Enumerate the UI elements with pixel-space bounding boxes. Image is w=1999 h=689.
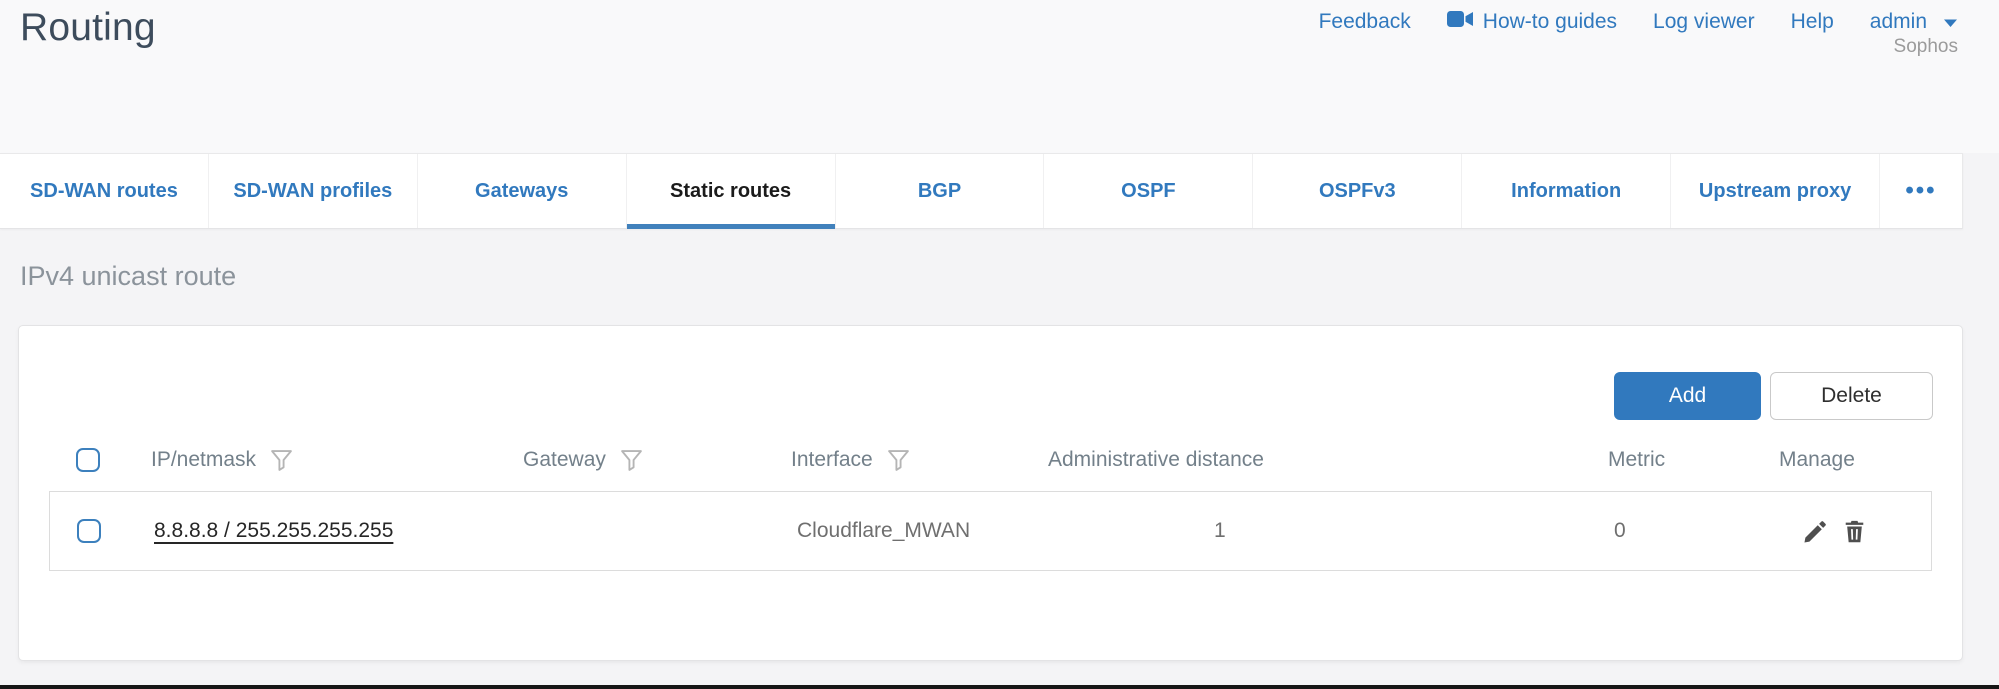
- interface-filter-icon[interactable]: [887, 449, 910, 472]
- user-menu-label: admin: [1869, 10, 1927, 33]
- feedback-link-label: Feedback: [1318, 10, 1411, 33]
- interface-header-label: Interface: [791, 448, 873, 471]
- section-title: IPv4 unicast route: [20, 261, 237, 291]
- row-manage-cell: [1802, 492, 1868, 570]
- column-header-admin-distance: Administrative distance: [1048, 436, 1264, 484]
- help-label: Help: [1790, 10, 1834, 33]
- tab-ospfv3[interactable]: OSPFv3: [1253, 154, 1463, 228]
- tab-static-routes[interactable]: Static routes: [626, 154, 836, 229]
- chevron-down-icon: [1943, 10, 1958, 34]
- bottom-edge-strip: [0, 685, 1999, 689]
- top-header-band: [0, 0, 1999, 153]
- trash-icon[interactable]: [1841, 518, 1868, 545]
- row-ip-netmask-cell: 8.8.8.8 / 255.255.255.255: [154, 492, 393, 570]
- tab-sdwan-routes[interactable]: SD-WAN routes: [0, 154, 209, 228]
- row-admin-distance-cell: 1: [1214, 492, 1226, 570]
- interface-value: Cloudflare_MWAN: [797, 519, 971, 542]
- tabs-more-button[interactable]: •••: [1905, 177, 1937, 204]
- page-title: Routing: [20, 6, 156, 49]
- row-metric-cell: 0: [1614, 492, 1626, 570]
- metric-header-label: Metric: [1608, 448, 1666, 471]
- brand-label: Sophos: [1893, 36, 1958, 57]
- column-header-metric: Metric: [1608, 436, 1665, 484]
- howto-guides-label: How-to guides: [1482, 10, 1618, 33]
- column-header-interface: Interface: [791, 436, 910, 484]
- static-routes-card: Add Delete IP/netmask Gateway Interface …: [18, 325, 1963, 661]
- tab-upstream-proxy[interactable]: Upstream proxy: [1671, 154, 1881, 228]
- table-row: 8.8.8.8 / 255.255.255.255 Cloudflare_MWA…: [49, 491, 1932, 571]
- column-header-manage: Manage: [1779, 436, 1855, 484]
- user-menu[interactable]: admin: [1870, 10, 1958, 34]
- log-viewer-label: Log viewer: [1653, 10, 1755, 33]
- admin-distance-value: 1: [1214, 519, 1226, 542]
- ip-netmask-link[interactable]: 8.8.8.8 / 255.255.255.255: [154, 519, 394, 542]
- ip-netmask-filter-icon[interactable]: [270, 449, 293, 472]
- tab-bgp[interactable]: BGP: [836, 154, 1045, 228]
- gateway-header-label: Gateway: [523, 448, 606, 471]
- admin-distance-header-label: Administrative distance: [1048, 448, 1264, 471]
- tab-sdwan-profiles[interactable]: SD-WAN profiles: [209, 154, 418, 228]
- tab-gateways[interactable]: Gateways: [418, 154, 627, 228]
- tab-ospf[interactable]: OSPF: [1044, 154, 1254, 228]
- table-header-select: [76, 436, 100, 484]
- add-button[interactable]: Add: [1614, 372, 1761, 420]
- ip-netmask-header-label: IP/netmask: [151, 448, 257, 471]
- pencil-icon[interactable]: [1802, 518, 1829, 545]
- gateway-filter-icon[interactable]: [620, 449, 643, 472]
- help-link[interactable]: Help: [1791, 10, 1834, 34]
- video-camera-icon: [1446, 10, 1474, 34]
- metric-value: 0: [1614, 519, 1626, 542]
- row-checkbox[interactable]: [77, 519, 101, 543]
- delete-button[interactable]: Delete: [1770, 372, 1933, 420]
- row-interface-cell: Cloudflare_MWAN: [797, 492, 970, 570]
- row-select-cell: [77, 492, 101, 570]
- tab-bar: SD-WAN routes SD-WAN profiles Gateways S…: [0, 153, 1963, 229]
- feedback-link[interactable]: Feedback: [1319, 10, 1411, 34]
- manage-header-label: Manage: [1779, 448, 1855, 471]
- howto-guides-link[interactable]: How-to guides: [1446, 10, 1618, 34]
- header-links: Feedback How-to guides Log viewer Help a…: [1319, 10, 1958, 34]
- tab-information[interactable]: Information: [1462, 154, 1672, 228]
- column-header-ip-netmask: IP/netmask: [151, 436, 293, 484]
- column-header-gateway: Gateway: [523, 436, 643, 484]
- log-viewer-link[interactable]: Log viewer: [1653, 10, 1755, 34]
- select-all-checkbox[interactable]: [76, 448, 100, 472]
